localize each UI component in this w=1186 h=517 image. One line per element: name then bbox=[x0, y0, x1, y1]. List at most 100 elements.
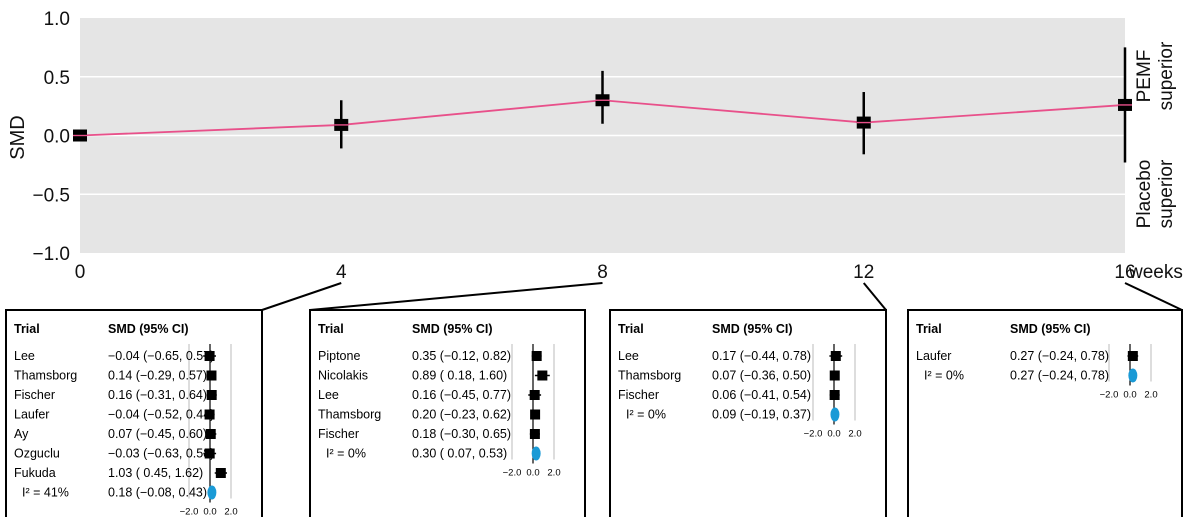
x-tick-label: 12 bbox=[853, 262, 874, 283]
pemf-superior-label: PEMFsuperior bbox=[1134, 41, 1177, 110]
trial-name: Laufer bbox=[916, 349, 951, 363]
x-tick-label: 0 bbox=[75, 262, 86, 283]
pooled-marker bbox=[830, 407, 840, 422]
trial-marker bbox=[531, 351, 542, 361]
forest-x-tick: 2.0 bbox=[224, 507, 237, 517]
connector-line bbox=[309, 282, 603, 311]
trial-marker bbox=[829, 390, 840, 400]
forest-x-tick: −2.0 bbox=[180, 507, 199, 517]
trial-marker bbox=[204, 448, 215, 459]
forest-x-tick: −2.0 bbox=[804, 429, 823, 440]
trial-name: Fukuda bbox=[14, 466, 56, 480]
forest-panel-week-16: Trial SMD (95% CI) Laufer 0.27 (−0.24, 0.78… bbox=[907, 309, 1183, 517]
trial-ci-text: 0.07 (−0.36, 0.50) bbox=[712, 369, 811, 383]
trial-ci-text: −0.04 (−0.65, 0.57) bbox=[108, 349, 214, 363]
trial-marker bbox=[204, 409, 215, 420]
trial-ci-text: 0.06 (−0.41, 0.54) bbox=[712, 388, 811, 402]
trial-name: Fischer bbox=[14, 388, 55, 402]
pooled-ci-text: 0.30 ( 0.07, 0.53) bbox=[412, 447, 507, 461]
pooled-marker bbox=[207, 485, 217, 500]
trial-name: Ozguclu bbox=[14, 447, 60, 461]
panel-border bbox=[609, 309, 887, 517]
x-tick-label: 16 bbox=[1114, 262, 1135, 283]
forest-panel-week-4: Trial SMD (95% CI) Lee −0.04 (−0.65, 0.57) T… bbox=[5, 309, 263, 517]
trial-marker bbox=[206, 390, 217, 400]
trial-marker bbox=[215, 468, 226, 478]
trial-ci-text: 1.03 ( 0.45, 1.62) bbox=[108, 466, 203, 480]
trial-ci-text: 0.89 ( 0.18, 1.60) bbox=[412, 369, 507, 383]
heterogeneity-label: I² = 0% bbox=[924, 369, 964, 383]
forest-x-tick: 0.0 bbox=[827, 429, 840, 440]
trial-marker bbox=[529, 429, 540, 439]
header-smd: SMD (95% CI) bbox=[1010, 322, 1091, 336]
x-tick-label: 4 bbox=[336, 262, 347, 283]
x-tick-label: 8 bbox=[597, 262, 608, 283]
y-axis-label: SMD bbox=[7, 115, 29, 159]
trial-name: Thamsborg bbox=[14, 369, 77, 383]
pooled-marker bbox=[531, 446, 541, 461]
header-smd: SMD (95% CI) bbox=[108, 322, 189, 336]
trial-ci-text: 0.27 (−0.24, 0.78) bbox=[1010, 349, 1109, 363]
trial-name: Fischer bbox=[618, 388, 659, 402]
forest-x-tick: 0.0 bbox=[203, 507, 216, 517]
trial-ci-text: 0.20 (−0.23, 0.62) bbox=[412, 408, 511, 422]
trial-marker bbox=[830, 351, 841, 361]
trial-ci-text: 0.16 (−0.31, 0.64) bbox=[108, 388, 207, 402]
trial-name: Lee bbox=[318, 388, 339, 402]
y-tick-label: 0.0 bbox=[44, 127, 70, 148]
trial-marker bbox=[1127, 351, 1138, 361]
panel-border bbox=[5, 309, 263, 517]
trial-name: Nicolakis bbox=[318, 369, 368, 383]
pooled-marker bbox=[1128, 368, 1138, 383]
y-tick-label: 0.5 bbox=[44, 68, 70, 89]
trial-name: Lee bbox=[618, 349, 639, 363]
header-trial: Trial bbox=[14, 322, 40, 336]
connector-line bbox=[862, 282, 887, 311]
connector-line bbox=[261, 282, 342, 311]
trial-ci-text: 0.18 (−0.30, 0.65) bbox=[412, 427, 511, 441]
forest-x-tick: −2.0 bbox=[1100, 390, 1119, 401]
trial-ci-text: −0.03 (−0.63, 0.58) bbox=[108, 447, 214, 461]
placebo-superior-label: Placebosuperior bbox=[1134, 159, 1177, 228]
trial-name: Thamsborg bbox=[318, 408, 381, 422]
forest-panels: Trial SMD (95% CI) Lee −0.04 (−0.65, 0.57) T… bbox=[5, 309, 1183, 517]
trial-marker bbox=[530, 409, 541, 420]
x-axis-label: weeks bbox=[1128, 262, 1183, 283]
trial-ci-text: −0.04 (−0.52, 0.44) bbox=[108, 408, 214, 422]
trial-name: Piptone bbox=[318, 349, 360, 363]
forest-x-tick: −2.0 bbox=[503, 468, 522, 479]
trial-marker bbox=[529, 390, 540, 400]
trial-ci-text: 0.16 (−0.45, 0.77) bbox=[412, 388, 511, 402]
y-tick-label: −0.5 bbox=[32, 185, 70, 206]
connector-line bbox=[1124, 282, 1183, 311]
trial-marker bbox=[537, 370, 548, 381]
forest-x-tick: 0.0 bbox=[1123, 390, 1136, 401]
forest-x-tick: 2.0 bbox=[547, 468, 560, 479]
y-tick-label: 1.0 bbox=[44, 9, 70, 30]
trial-ci-text: 0.14 (−0.29, 0.57) bbox=[108, 369, 207, 383]
pooled-ci-text: 0.18 (−0.08, 0.43) bbox=[108, 486, 207, 500]
trial-marker bbox=[205, 429, 216, 439]
header-smd: SMD (95% CI) bbox=[412, 322, 493, 336]
y-tick-label: −1.0 bbox=[32, 244, 70, 265]
trial-ci-text: 0.07 (−0.45, 0.60) bbox=[108, 427, 207, 441]
forest-x-tick: 2.0 bbox=[848, 429, 861, 440]
header-trial: Trial bbox=[318, 322, 344, 336]
heterogeneity-label: I² = 0% bbox=[626, 408, 666, 422]
trial-name: Thamsborg bbox=[618, 369, 681, 383]
pooled-ci-text: 0.27 (−0.24, 0.78) bbox=[1010, 369, 1109, 383]
heterogeneity-label: I² = 41% bbox=[22, 486, 69, 500]
heterogeneity-label: I² = 0% bbox=[326, 447, 366, 461]
header-smd: SMD (95% CI) bbox=[712, 322, 793, 336]
forest-x-tick: 2.0 bbox=[1144, 390, 1157, 401]
header-trial: Trial bbox=[618, 322, 644, 336]
trial-name: Laufer bbox=[14, 408, 49, 422]
trial-name: Fischer bbox=[318, 427, 359, 441]
header-trial: Trial bbox=[916, 322, 942, 336]
panel-border bbox=[907, 309, 1183, 517]
pooled-ci-text: 0.09 (−0.19, 0.37) bbox=[712, 408, 811, 422]
panel-connectors bbox=[261, 282, 1183, 311]
trial-marker bbox=[206, 370, 217, 381]
